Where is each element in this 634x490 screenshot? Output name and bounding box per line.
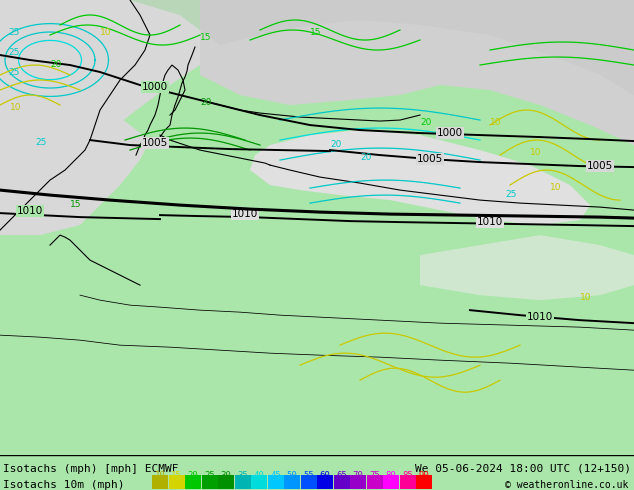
Text: Isotachs 10m (mph): Isotachs 10m (mph) [3,480,124,490]
Text: 20: 20 [360,153,372,162]
Text: 65: 65 [336,471,347,480]
Bar [301,475,316,489]
Text: 10: 10 [550,183,562,192]
Bar [317,475,333,489]
Text: © weatheronline.co.uk: © weatheronline.co.uk [505,480,628,490]
Bar [251,475,267,489]
Text: 25: 25 [8,28,20,37]
Text: 60: 60 [320,471,330,480]
Text: 20: 20 [420,118,431,127]
Bar [383,475,399,489]
Text: 1010: 1010 [477,217,503,227]
Text: 35: 35 [237,471,248,480]
Text: 85: 85 [402,471,413,480]
Text: Isotachs (mph) [mph] ECMWF: Isotachs (mph) [mph] ECMWF [3,464,179,473]
Polygon shape [0,0,634,95]
Bar [268,475,283,489]
Text: 15: 15 [70,200,82,209]
Bar [284,475,300,489]
Text: 10: 10 [10,103,22,112]
Text: 1010: 1010 [232,209,258,219]
Text: 75: 75 [369,471,380,480]
Text: 70: 70 [353,471,363,480]
Bar [416,475,432,489]
Text: 25: 25 [35,138,46,147]
Text: 1000: 1000 [142,82,168,92]
Text: 10: 10 [100,28,112,37]
Text: 15: 15 [200,33,212,42]
Text: 30: 30 [221,471,231,480]
Bar [366,475,382,489]
Text: 25: 25 [505,190,516,199]
Text: 55: 55 [303,471,314,480]
Text: 20: 20 [200,98,211,107]
Text: 20: 20 [188,471,198,480]
Text: 15: 15 [171,471,182,480]
Text: 1005: 1005 [142,138,168,148]
Text: 15: 15 [310,28,321,37]
Text: 20: 20 [50,60,61,69]
Text: We 05-06-2024 18:00 UTC (12+150): We 05-06-2024 18:00 UTC (12+150) [415,464,631,473]
Text: 10: 10 [490,118,501,127]
Bar [235,475,250,489]
Text: 25: 25 [8,68,20,77]
Bar [333,475,349,489]
Text: 25: 25 [204,471,215,480]
Polygon shape [0,0,220,185]
Polygon shape [0,95,150,235]
Text: 10: 10 [580,293,592,302]
Bar [169,475,184,489]
Text: 50: 50 [287,471,297,480]
Bar [185,475,201,489]
Text: 80: 80 [385,471,396,480]
Bar [202,475,217,489]
Text: 20: 20 [330,140,341,149]
Text: 1005: 1005 [587,161,613,171]
Text: 40: 40 [254,471,264,480]
Text: 25: 25 [8,48,20,57]
Text: 1010: 1010 [17,206,43,216]
Text: 1000: 1000 [437,128,463,138]
Text: 90: 90 [418,471,429,480]
Text: 1010: 1010 [527,312,553,322]
Text: 10: 10 [155,471,165,480]
Bar [152,475,168,489]
Polygon shape [250,130,590,225]
Text: 1005: 1005 [417,154,443,164]
Text: 45: 45 [270,471,281,480]
Bar [350,475,366,489]
Text: 10: 10 [530,148,541,157]
Polygon shape [200,0,634,145]
Bar [399,475,415,489]
Polygon shape [420,235,634,300]
Bar [218,475,234,489]
